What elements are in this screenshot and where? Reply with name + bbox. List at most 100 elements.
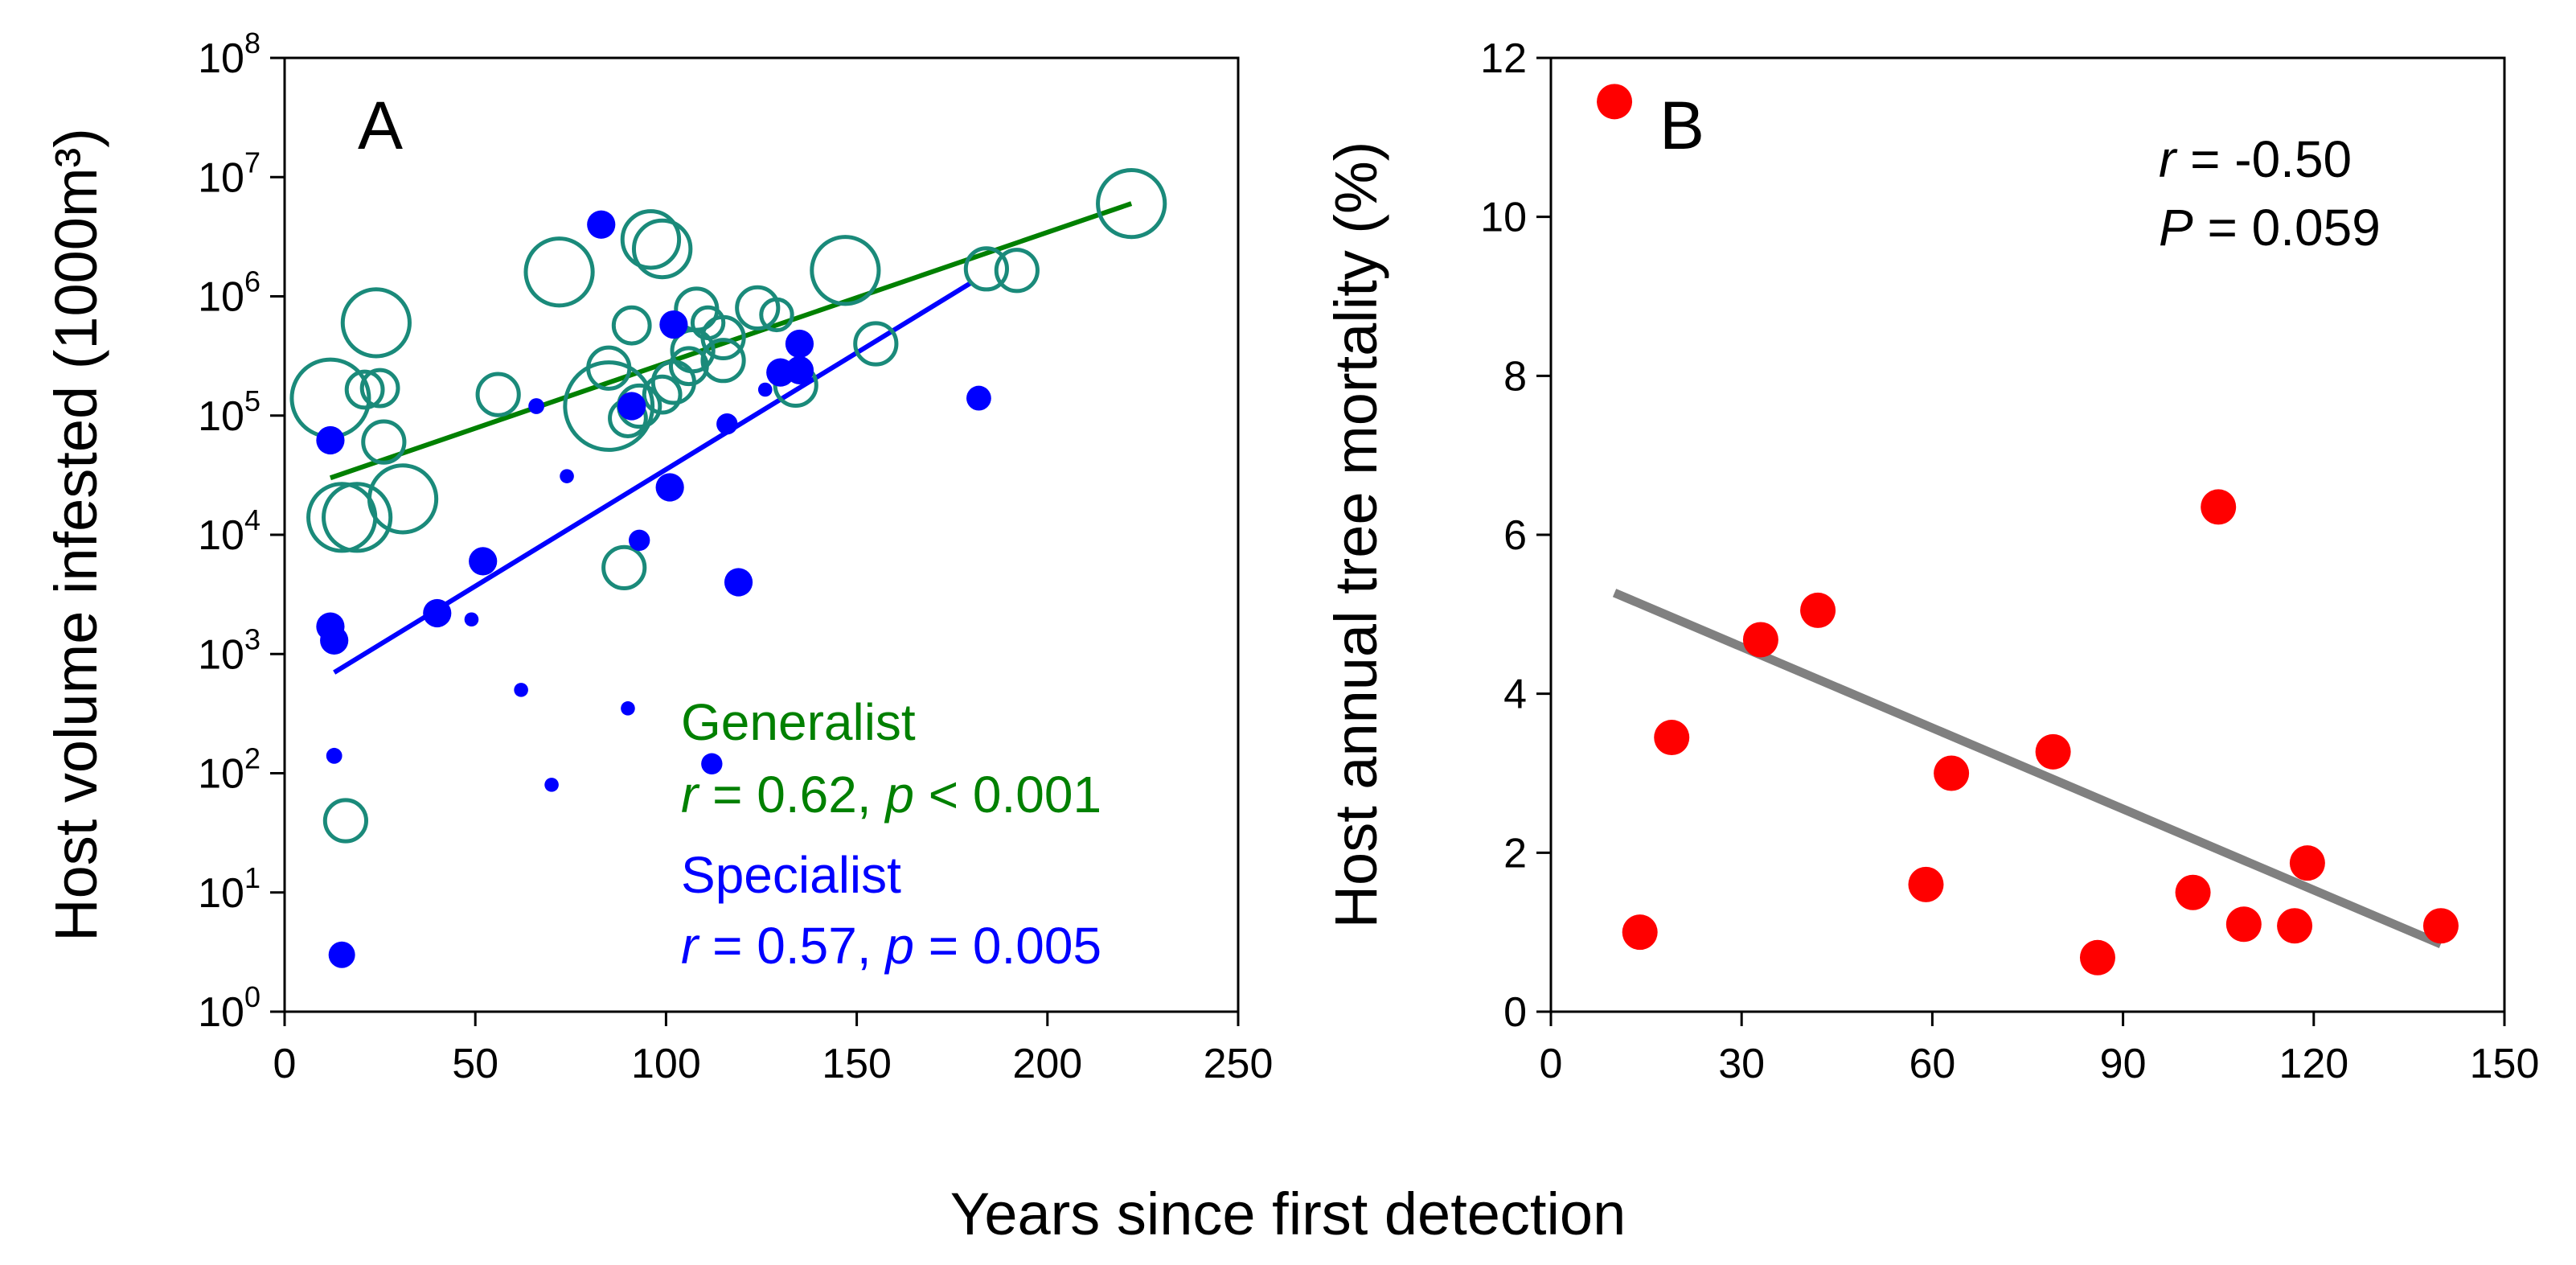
panel-a-y-tick-label: 107 [198,146,260,201]
mortality-point [2201,489,2237,525]
mortality-point [2277,908,2313,944]
generalist-point [759,297,794,333]
specialist-point [621,701,635,716]
panel-a-x-tick-label: 100 [631,1041,701,1087]
panel-b-x-tick-label: 150 [2470,1041,2540,1087]
generalist-point [340,287,412,359]
specialist-point [659,310,688,339]
generalist-point [735,285,781,331]
specialist-point [320,626,349,655]
specialist-point [469,547,498,576]
generalist-point [322,482,393,553]
panel-a-x-tick-label: 50 [452,1041,498,1087]
panel-a-y-tick-label: 101 [198,861,260,917]
specialist-point [423,598,452,628]
mortality-point [2079,939,2115,975]
panel-b-x-tick-label: 0 [1540,1041,1563,1087]
panel-a-y-tick-label: 105 [198,384,260,440]
generalist-point [700,338,746,384]
mortality-point [2035,733,2071,770]
generalist-point [344,369,385,410]
generalist-point [601,544,647,590]
panel-a-y-tick-label: 103 [198,622,260,678]
generalist-point [1096,168,1167,240]
panel-a-x-tick-label: 0 [273,1041,297,1087]
panel-a-x-tick-label: 150 [822,1041,892,1087]
specialist-stat: r = 0.57, p = 0.005 [681,917,1101,975]
mortality-point [2225,906,2262,943]
generalist-point [367,463,439,535]
specialist-point [587,210,616,239]
panel-a: 0 50 100 150 200 250 100 101 102 103 104 105 106 107… [43,27,1273,1087]
mortality-point [2289,845,2325,881]
generalist-stat: r = 0.62, p < 0.001 [681,766,1101,823]
mortality-point [1597,84,1633,120]
panel-b-y-tick-label: 6 [1503,512,1527,559]
panel-b-y-tick-label: 2 [1503,830,1527,877]
generalist-point [523,236,595,308]
specialist-point [328,941,355,968]
mortality-point [1908,866,1944,902]
generalist-point [853,321,899,367]
mortality-point [1622,914,1658,951]
panel-a-y-tick-label: 108 [198,27,260,82]
panel-b-x-tick-label: 90 [2100,1041,2147,1087]
specialist-point [785,355,814,384]
specialist-point [514,683,528,697]
panel-b-ylabel: Host annual tree mortality (%) [1323,142,1389,929]
panel-b-letter: B [1659,88,1704,163]
specialist-point [464,612,479,627]
panel-b-r-stat: r = -0.50 [2159,130,2352,188]
mortality-point [1742,622,1778,658]
panel-a-ylabel: Host volume infested (1000m³) [43,128,109,942]
specialist-point [701,753,723,774]
generalist-point [631,218,693,280]
specialist-point [628,529,650,551]
generalist-point [700,314,746,361]
generalist-point [690,305,726,341]
panel-a-y-tick-label: 106 [198,265,260,321]
specialist-point [785,329,814,359]
panel-b-p-stat: P = 0.059 [2159,199,2381,257]
panel-b-y-tick-label: 10 [1480,195,1527,241]
specialist-point [716,413,738,435]
panel-b-r-value: -0.50 [2234,130,2352,188]
panel-a-letter: A [358,88,403,163]
panel-b-x-tick-label: 60 [1909,1041,1955,1087]
panel-b-trend-line [1612,589,2443,949]
shared-xlabel: Years since first detection [950,1181,1626,1247]
mortality-point [2422,908,2459,944]
specialist-point [544,778,559,792]
generalist-point [810,235,881,306]
mortality-point [1800,592,1836,628]
panel-b-x-tick-label: 120 [2279,1041,2348,1087]
panel-a-y-tick-label: 102 [198,742,260,798]
generalist-r-value: 0.62 [757,766,857,823]
specialist-point [757,382,773,397]
panel-b: 0 30 60 90 120 150 0 2 4 6 8 10 12 B Host annual tr… [1323,35,2539,1087]
specialist-r-value: 0.57 [757,917,857,975]
panel-b-p-value: 0.059 [2252,199,2381,257]
generalist-point [611,305,652,346]
generalist-point [361,419,407,465]
panel-b-y-tick-label: 12 [1480,35,1527,82]
specialist-point [617,392,646,421]
generalist-legend-label: Generalist [681,693,916,751]
mortality-point [2175,874,2211,910]
specialist-point [966,385,991,411]
generalist-point [322,798,369,844]
specialist-point [316,425,345,455]
specialist-point [326,747,343,764]
generalist-point [563,360,655,452]
panel-a-x-tick-label: 250 [1204,1041,1274,1087]
panel-a-y-tick-label: 100 [198,980,260,1036]
specialist-point [528,398,545,414]
generalist-point [642,374,683,415]
generalist-point [306,482,378,553]
panel-b-y-tick-label: 8 [1503,353,1527,400]
generalist-p-value: < 0.001 [929,766,1101,823]
generalist-point [475,372,521,417]
mortality-point [1934,755,1970,791]
specialist-point [560,469,574,483]
